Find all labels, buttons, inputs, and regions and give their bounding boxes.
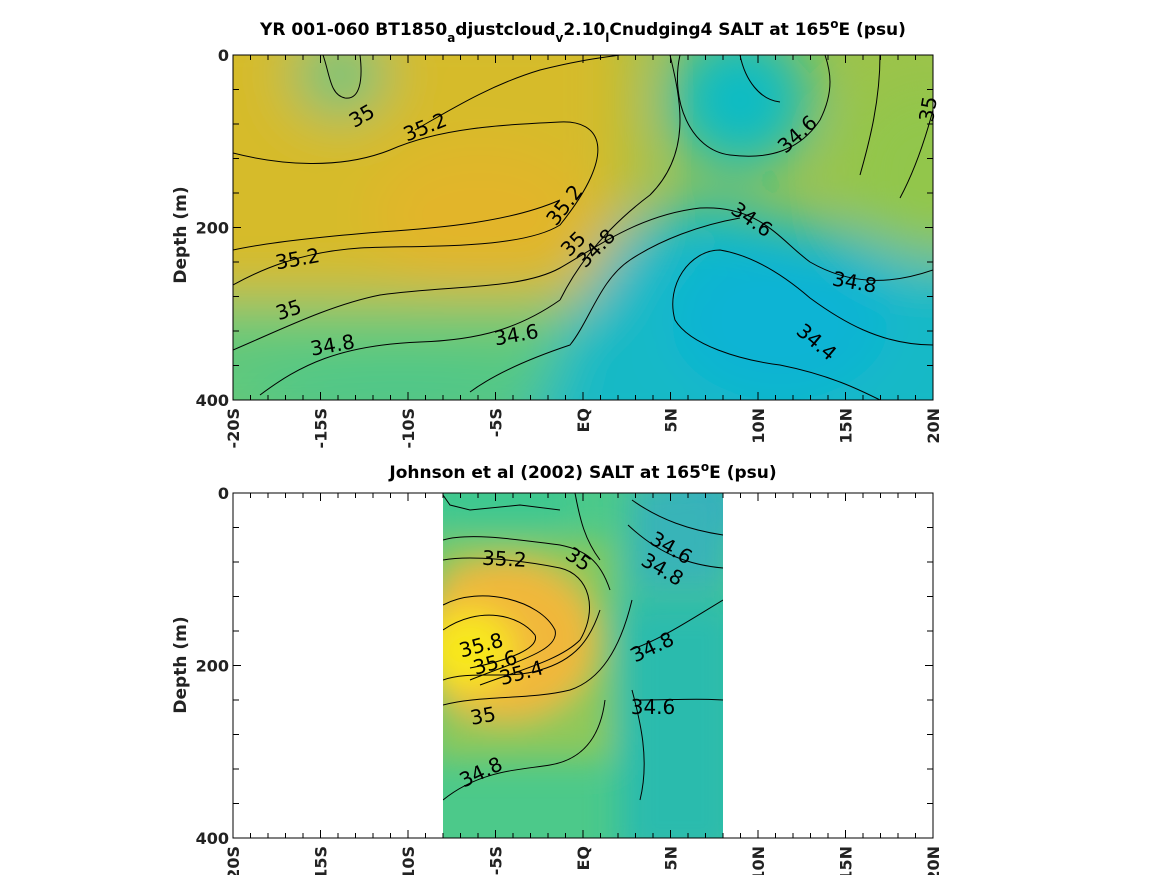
heatmap-johnson	[443, 493, 723, 838]
x-tick-label: 5N	[662, 408, 681, 433]
x-tick-label: 20N	[924, 408, 943, 444]
x-tick-label: 5N	[662, 846, 681, 871]
axis-ticks-model: -20S -15S -10S -5S EQ 5N 10N 15N 20N 0 200 400	[196, 46, 943, 448]
x-tick-label: 10N	[749, 408, 768, 444]
panel-johnson: Johnson et al (2002) SALT at 165oE (psu)	[171, 460, 943, 875]
ylabel-model: Depth (m)	[171, 186, 191, 283]
y-tick-label: 200	[196, 657, 229, 676]
ylabel-johnson: Depth (m)	[171, 616, 191, 713]
y-tick-label: 400	[196, 391, 229, 410]
x-tick-label: -15S	[312, 408, 331, 448]
y-tick-label: 0	[218, 46, 229, 65]
title-model: YR 001-060 BT1850adjustcloudv2.10lCnudgi…	[259, 17, 906, 45]
contour-label: 35.2	[481, 546, 527, 572]
x-tick-label: 15N	[837, 408, 856, 444]
contour-label: 34.6	[631, 695, 676, 719]
x-tick-label: EQ	[574, 408, 593, 433]
contour-label: 35	[914, 94, 942, 123]
x-tick-label: -15S	[312, 846, 331, 875]
title-johnson: Johnson et al (2002) SALT at 165oE (psu)	[388, 460, 776, 483]
panel-model: YR 001-060 BT1850adjustcloudv2.10lCnudgi…	[171, 17, 943, 448]
x-tick-label: 20N	[924, 846, 943, 875]
x-tick-label: -5S	[487, 408, 506, 437]
x-tick-label: -5S	[487, 846, 506, 875]
x-tick-label: -10S	[399, 846, 418, 875]
contour-label: 35	[468, 702, 497, 730]
y-tick-label: 200	[196, 219, 229, 238]
axis-ticks-johnson: -20S -15S -10S -5S EQ 5N 10N 15N 20N 0 200 400	[196, 484, 943, 875]
heatmap-model	[233, 55, 933, 400]
x-tick-label: 15N	[837, 846, 856, 875]
x-tick-label: 10N	[749, 846, 768, 875]
x-tick-label: EQ	[574, 846, 593, 871]
x-tick-label: -20S	[224, 408, 243, 448]
x-tick-label: -20S	[224, 846, 243, 875]
y-tick-label: 0	[218, 484, 229, 503]
y-tick-label: 400	[196, 829, 229, 848]
x-tick-label: -10S	[399, 408, 418, 448]
